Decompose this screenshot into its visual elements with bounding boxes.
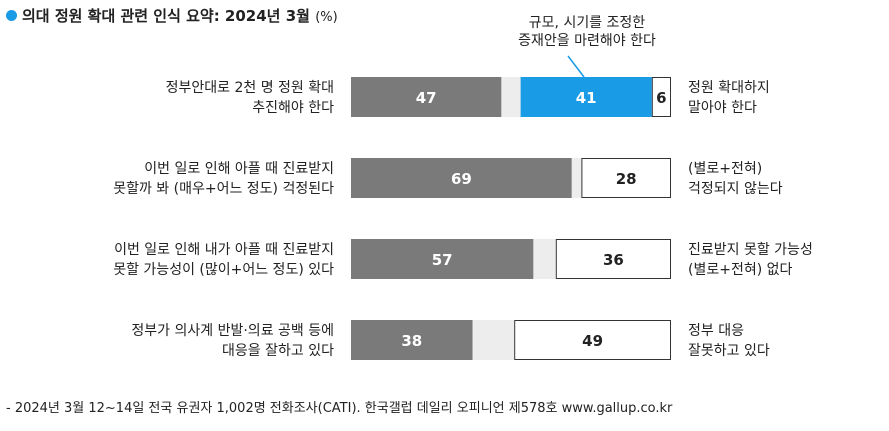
bar-disagree-row-4 — [514, 320, 672, 360]
row-right-label-line: 잘못하고 있다 — [688, 343, 770, 359]
row-right-label-line: 정원 확대하지 — [688, 80, 770, 96]
row-right-label-line: 말아야 한다 — [688, 100, 757, 116]
row-left-label-line: 정부안대로 2천 명 정원 확대 — [165, 80, 334, 96]
row-left-label-line: 이번 일로 인해 내가 아플 때 진료받지 — [114, 242, 334, 258]
bar-gap-row-2 — [571, 158, 582, 198]
bar-agree-row-1 — [351, 77, 502, 117]
row-right-label-line: 진료받지 못할 가능성 — [688, 242, 813, 258]
bar-gap-row-1 — [501, 77, 521, 117]
bar-disagree-row-2 — [581, 158, 672, 198]
bar-middle-row-1 — [520, 77, 652, 117]
bar-gap-row-4 — [472, 320, 515, 360]
row-right-label-3: 진료받지 못할 가능성 (별로+전혀) 없다 — [688, 240, 888, 280]
bar-disagree-row-3 — [555, 239, 671, 279]
data-label-middle-row-1: 41 — [576, 89, 597, 107]
row-right-label-line: 걱정되지 않는다 — [688, 181, 783, 197]
chart-title: 의대 정원 확대 관련 인식 요약: 2024년 3월 (%) — [6, 5, 338, 26]
row-right-label-line: (별로+전혀) — [688, 161, 763, 177]
data-label-disagree-row-4: 49 — [582, 332, 603, 350]
callout-line-1: 규모, 시기를 조정한 — [528, 15, 646, 31]
data-label-agree-row-4: 38 — [401, 332, 422, 350]
data-label-agree-row-2: 69 — [451, 170, 472, 188]
chart-unit: (%) — [315, 10, 338, 25]
row-left-label-line: 대응을 잘하고 있다 — [222, 343, 334, 359]
row-left-label-line: 추진해야 한다 — [252, 100, 334, 116]
bullet-dot-icon — [6, 10, 17, 21]
row-left-label-line: 이번 일로 인해 아플 때 진료받지 — [144, 161, 334, 177]
row-left-label-line: 정부가 의사계 반발·의료 공백 등에 — [131, 323, 334, 339]
bar-agree-row-2 — [351, 158, 572, 198]
data-label-disagree-row-1: 6 — [656, 89, 666, 107]
data-label-agree-row-1: 47 — [416, 89, 437, 107]
row-left-label-line: 못할까 봐 (매우+어느 정도) 걱정된다 — [113, 181, 334, 197]
callout-pointer-line — [567, 55, 585, 78]
bar-disagree-row-1 — [651, 77, 671, 117]
row-right-label-line: (별로+전혀) 없다 — [688, 262, 793, 278]
bar-agree-row-3 — [351, 239, 534, 279]
chart-title-text: 의대 정원 확대 관련 인식 요약: 2024년 3월 — [22, 7, 310, 25]
callout-line-2: 증재안을 마련해야 한다 — [518, 33, 656, 49]
data-label-disagree-row-3: 36 — [603, 251, 624, 269]
source-footnote: - 2024년 3월 12~14일 전국 유권자 1,002명 전화조사(CAT… — [6, 401, 673, 416]
row-right-label-line: 정부 대응 — [688, 323, 744, 339]
data-label-agree-row-3: 57 — [432, 251, 453, 269]
data-label-disagree-row-2: 28 — [616, 170, 637, 188]
row-left-label-line: 못할 가능성이 (많이+어느 정도) 있다 — [113, 262, 334, 278]
middle-option-callout: 규모, 시기를 조정한 증재안을 마련해야 한다 — [482, 14, 692, 50]
bar-agree-row-4 — [351, 320, 473, 360]
bar-gap-row-3 — [533, 239, 556, 279]
row-right-label-2: (별로+전혀) 걱정되지 않는다 — [688, 159, 888, 199]
